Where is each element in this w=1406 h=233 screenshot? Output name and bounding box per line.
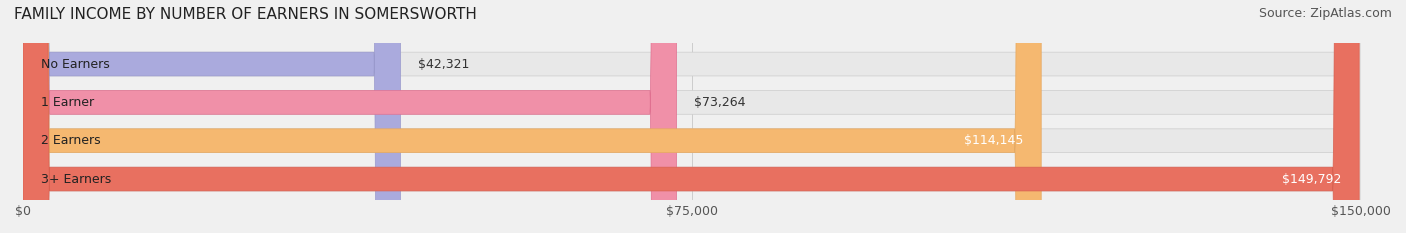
- Text: $114,145: $114,145: [965, 134, 1024, 147]
- Text: 1 Earner: 1 Earner: [41, 96, 94, 109]
- Text: FAMILY INCOME BY NUMBER OF EARNERS IN SOMERSWORTH: FAMILY INCOME BY NUMBER OF EARNERS IN SO…: [14, 7, 477, 22]
- Text: $42,321: $42,321: [419, 58, 470, 71]
- Text: 2 Earners: 2 Earners: [41, 134, 100, 147]
- FancyBboxPatch shape: [22, 0, 1361, 233]
- FancyBboxPatch shape: [22, 0, 1360, 233]
- FancyBboxPatch shape: [22, 0, 1361, 233]
- Text: $73,264: $73,264: [695, 96, 747, 109]
- FancyBboxPatch shape: [22, 0, 401, 233]
- Text: Source: ZipAtlas.com: Source: ZipAtlas.com: [1258, 7, 1392, 20]
- Text: $149,792: $149,792: [1282, 173, 1341, 185]
- FancyBboxPatch shape: [22, 0, 1042, 233]
- FancyBboxPatch shape: [22, 0, 1361, 233]
- FancyBboxPatch shape: [22, 0, 676, 233]
- FancyBboxPatch shape: [22, 0, 1361, 233]
- Text: No Earners: No Earners: [41, 58, 110, 71]
- Text: 3+ Earners: 3+ Earners: [41, 173, 111, 185]
